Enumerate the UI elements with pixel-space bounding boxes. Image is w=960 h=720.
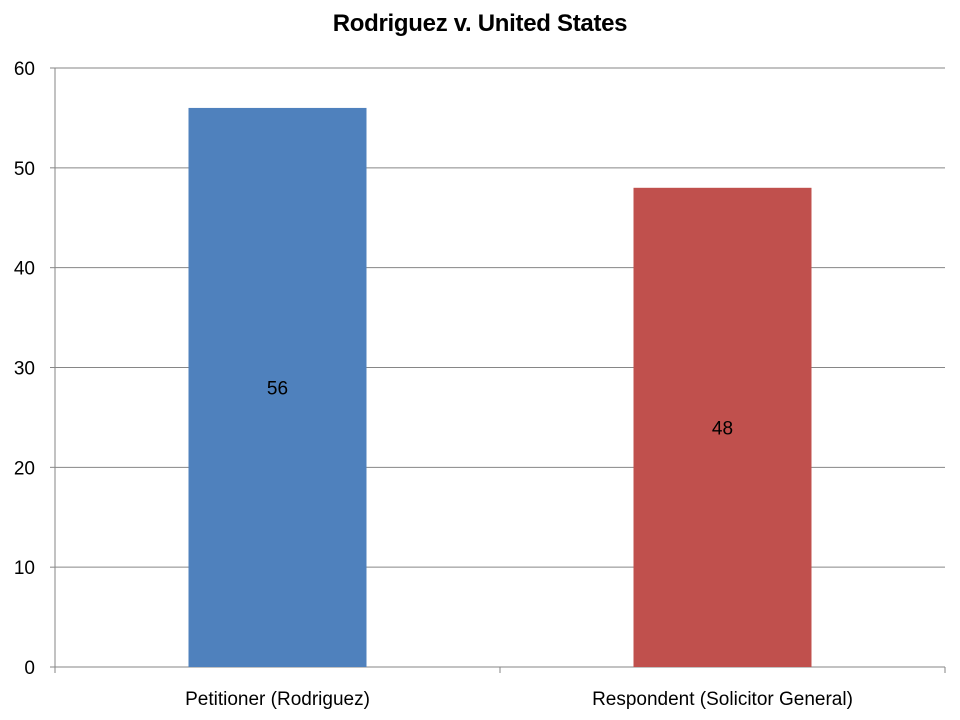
y-tick-label: 20 [14,458,35,479]
chart-title: Rodriguez v. United States [332,10,628,37]
bar [633,187,812,668]
data-label: 56 [267,378,288,399]
y-tick-label: 0 [24,658,35,679]
y-tick-label: 50 [14,159,35,180]
x-category-label: Petitioner (Rodriguez) [185,689,370,710]
y-tick-label: 60 [14,59,35,80]
data-label: 48 [712,418,733,439]
y-tick-label: 30 [14,359,35,380]
x-category-label: Respondent (Solicitor General) [592,689,853,710]
y-tick-label: 10 [14,558,35,579]
bar [188,107,367,667]
y-tick-label: 40 [14,259,35,280]
